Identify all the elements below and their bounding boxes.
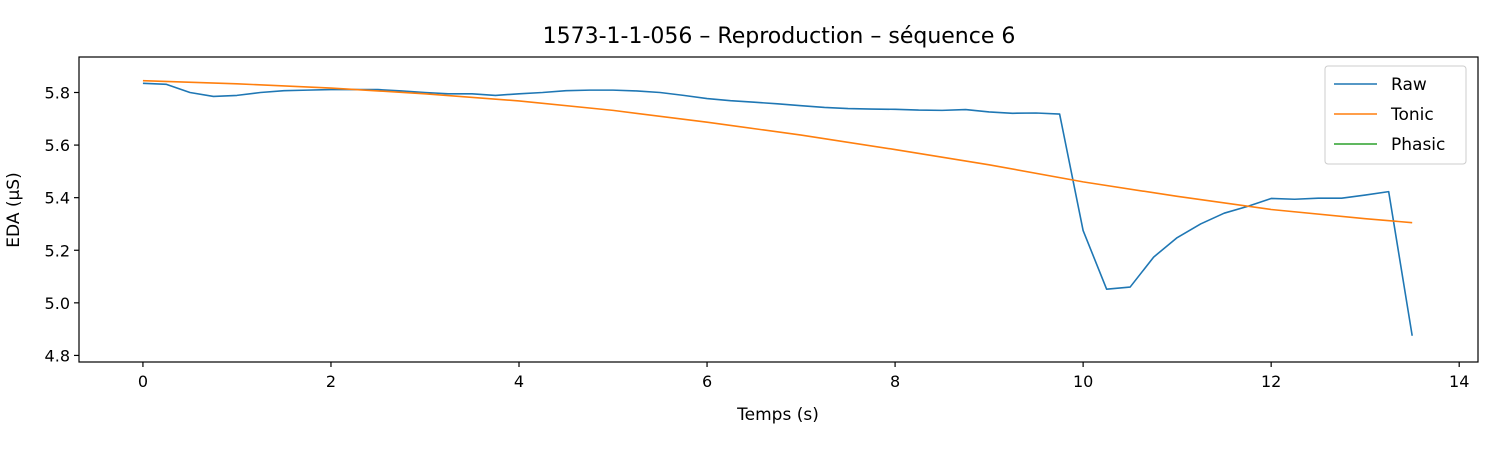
legend-label-phasic: Phasic: [1391, 135, 1445, 155]
legend-box: [1324, 65, 1467, 165]
x-tick-label: 0: [138, 372, 148, 391]
axes-frame: [78, 56, 1479, 363]
y-tick-label: 5.6: [45, 136, 70, 155]
x-axis-label: Temps (s): [736, 405, 819, 425]
x-tick-label: 2: [326, 372, 336, 391]
plot-area: [142, 79, 1413, 336]
x-tick-label: 4: [514, 372, 524, 391]
y-tick-label: 5.4: [45, 189, 70, 208]
chart-title: 1573-1-1-056 – Reproduction – séquence 6: [543, 24, 1016, 49]
x-tick-label: 12: [1261, 372, 1281, 391]
y-axis-label: EDA (µS): [4, 172, 24, 247]
x-tick-label: 8: [890, 372, 900, 391]
x-tick-label: 6: [702, 372, 712, 391]
legend: Raw Tonic Phasic: [1324, 65, 1467, 165]
y-tick-label: 5.2: [45, 241, 70, 260]
legend-label-raw: Raw: [1391, 75, 1427, 95]
series-line-raw: [142, 82, 1413, 336]
y-tick-label: 5.0: [45, 294, 70, 313]
y-tick-label: 5.8: [45, 83, 70, 102]
x-tick-label: 10: [1073, 372, 1093, 391]
legend-label-tonic: Tonic: [1390, 105, 1434, 125]
axes: 0 2 4 6 8 10 12 14 4.8 5.0 5.2 5.4 5.6 5.8: [45, 56, 1479, 391]
y-tick-label: 4.8: [45, 346, 70, 365]
series-line-tonic: [142, 79, 1413, 224]
x-tick-label: 14: [1449, 372, 1469, 391]
